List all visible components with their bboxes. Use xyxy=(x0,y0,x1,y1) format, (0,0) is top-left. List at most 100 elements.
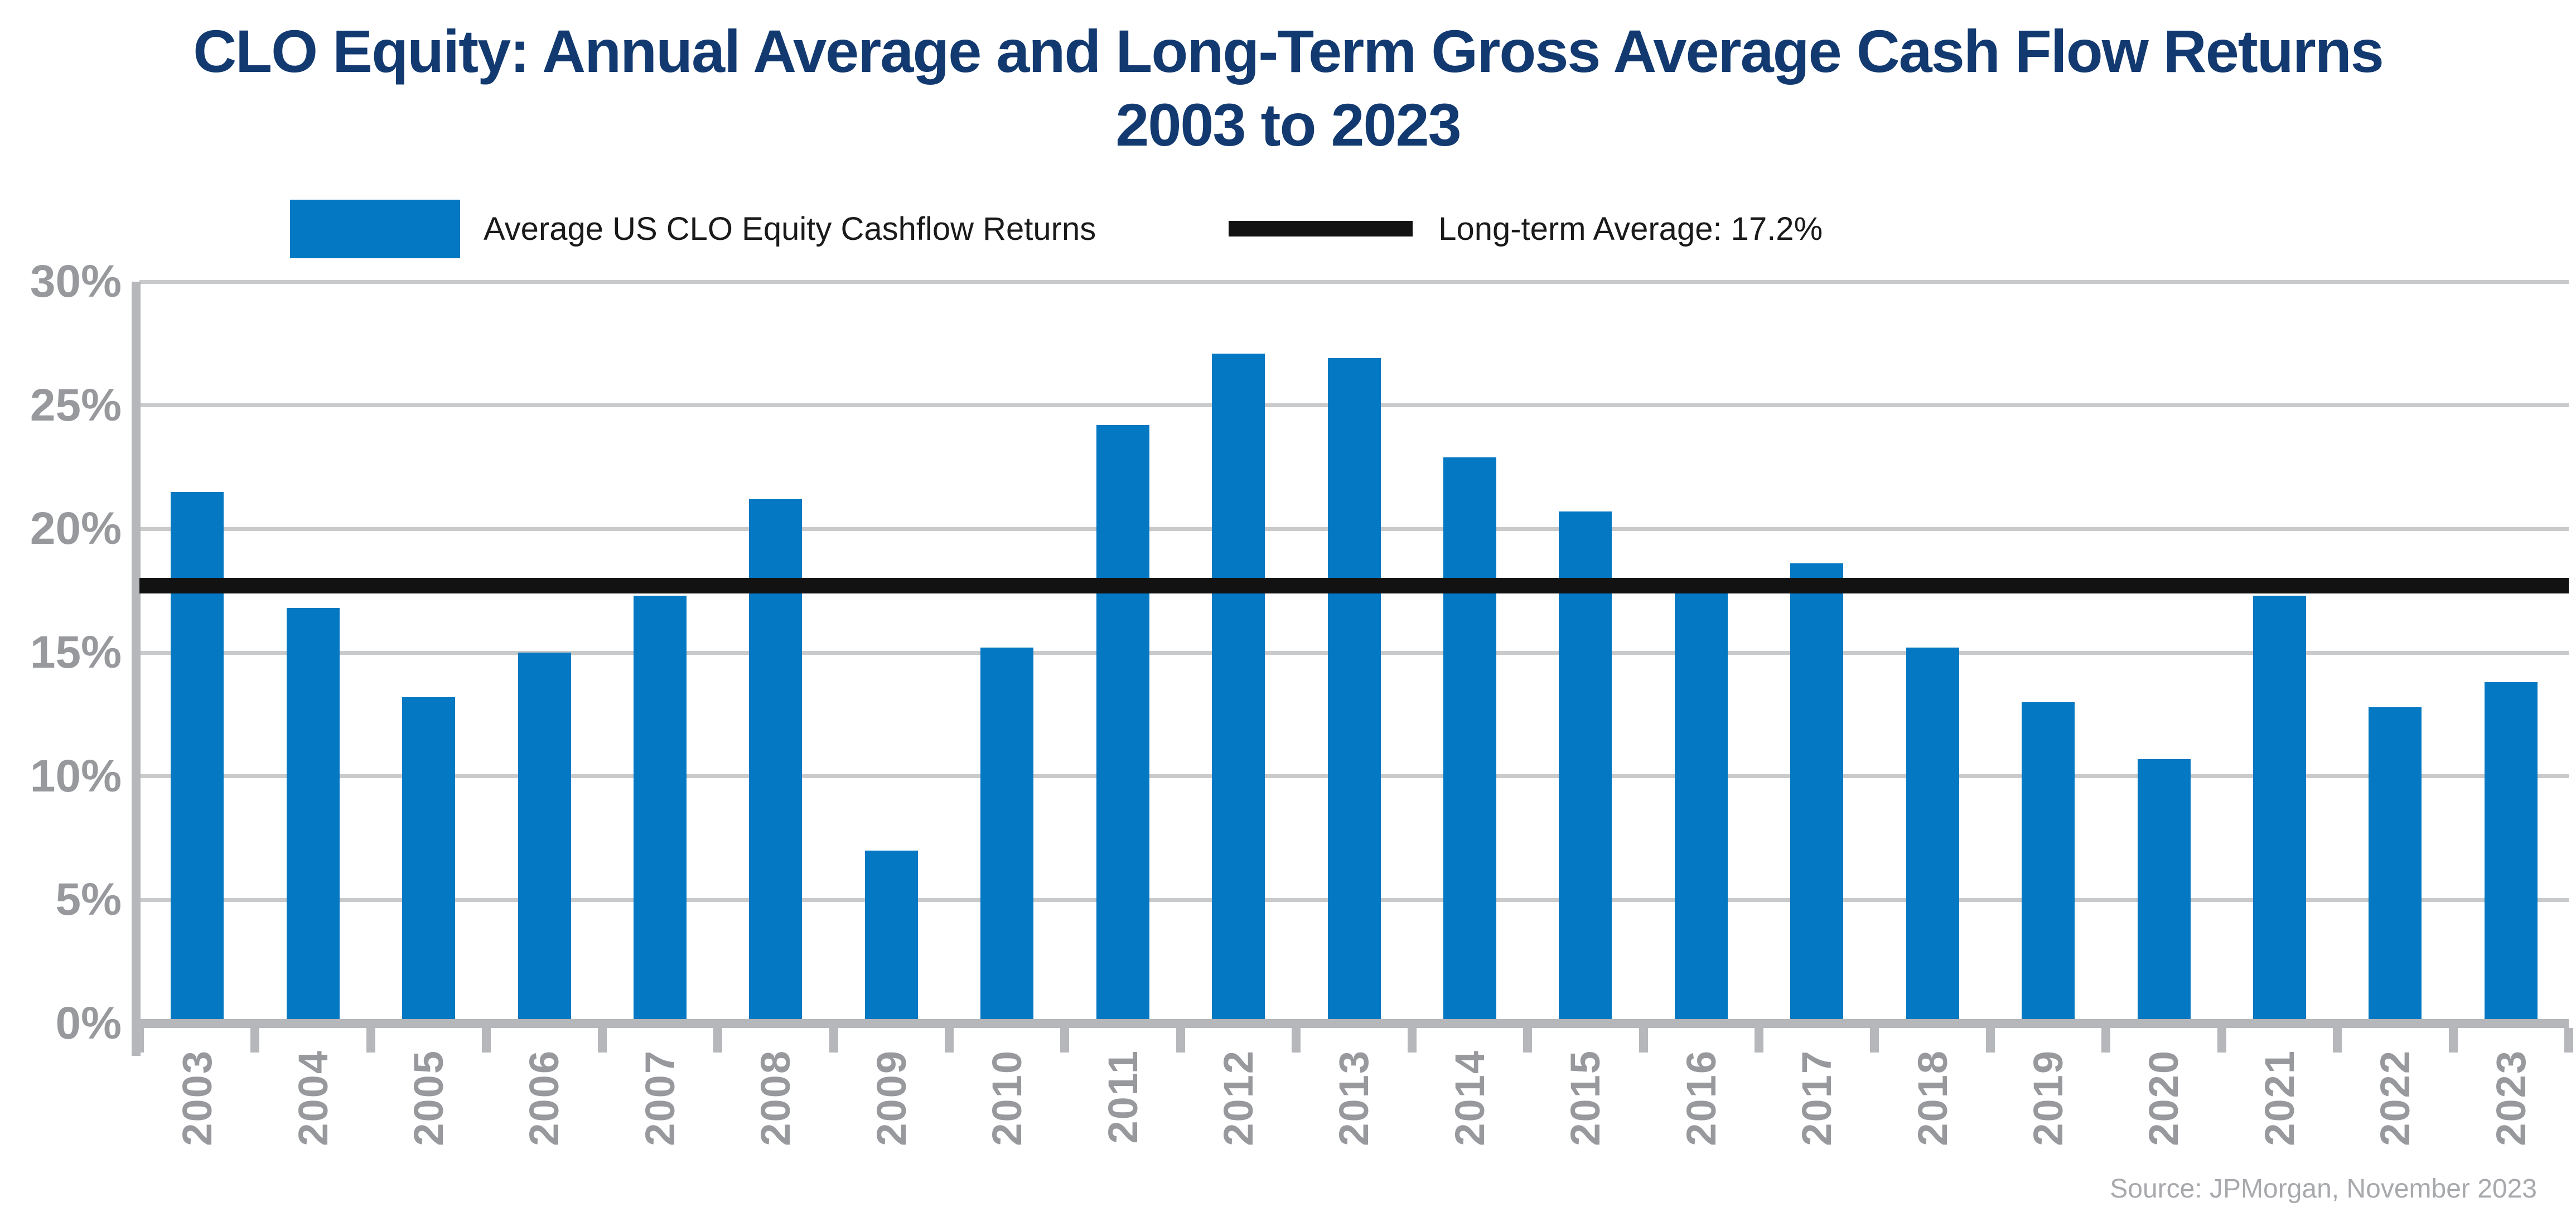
x-axis-label-2006: 2006 xyxy=(521,1050,568,1146)
x-axis-tick xyxy=(1639,1028,1648,1053)
x-axis-tick xyxy=(1292,1028,1301,1053)
bar-2023 xyxy=(2484,682,2538,1024)
x-axis-label-2004: 2004 xyxy=(289,1050,336,1146)
x-axis-label-cell-2019: 2019 xyxy=(1990,1050,2106,1223)
x-axis-label-cell-2013: 2013 xyxy=(1296,1050,1412,1223)
bar-2014 xyxy=(1443,457,1496,1024)
bar-2012 xyxy=(1212,353,1265,1024)
x-axis-label-cell-2008: 2008 xyxy=(718,1050,833,1223)
bar-2003 xyxy=(171,491,224,1024)
x-axis-label-cell-2017: 2017 xyxy=(1759,1050,1874,1223)
gridline-30pct xyxy=(139,279,2569,284)
bar-2007 xyxy=(633,596,687,1024)
x-axis-tick xyxy=(135,1028,144,1053)
x-axis-tick xyxy=(945,1028,954,1053)
x-axis-label-cell-2016: 2016 xyxy=(1644,1050,1759,1223)
chart-title-line2: 2003 to 2023 xyxy=(1115,91,1461,158)
bar-2005 xyxy=(402,697,456,1024)
x-axis-label-cell-2018: 2018 xyxy=(1874,1050,1990,1223)
x-axis-label-2012: 2012 xyxy=(1215,1050,1262,1146)
average-line xyxy=(139,578,2569,594)
x-axis-label-2008: 2008 xyxy=(752,1050,799,1146)
x-axis-tick xyxy=(2448,1028,2458,1053)
x-axis-label-2005: 2005 xyxy=(405,1050,452,1146)
x-axis-tick xyxy=(2333,1028,2342,1053)
x-axis-tick xyxy=(597,1028,607,1053)
source-note: Source: JPMorgan, November 2023 xyxy=(2110,1174,2537,1204)
x-axis-label-2018: 2018 xyxy=(1909,1050,1956,1146)
x-axis-label-2016: 2016 xyxy=(1678,1050,1724,1146)
x-axis-tick xyxy=(2217,1028,2226,1053)
x-axis-label-cell-2012: 2012 xyxy=(1181,1050,1296,1223)
bar-2021 xyxy=(2253,596,2306,1024)
x-axis-label-cell-2004: 2004 xyxy=(255,1050,370,1223)
x-axis-label-cell-2011: 2011 xyxy=(1065,1050,1180,1223)
x-axis-tick xyxy=(1870,1028,1879,1053)
chart-title: CLO Equity: Annual Average and Long-Term… xyxy=(0,15,2576,162)
x-axis-label-2007: 2007 xyxy=(636,1050,683,1146)
bar-2015 xyxy=(1559,511,1612,1024)
x-axis-tick xyxy=(1755,1028,1763,1053)
x-axis-label-2014: 2014 xyxy=(1446,1050,1493,1146)
x-axis-label-2022: 2022 xyxy=(2372,1050,2419,1146)
x-axis-tick xyxy=(482,1028,491,1053)
bar-2020 xyxy=(2137,759,2191,1024)
y-axis-label-0pct: 0% xyxy=(55,998,122,1049)
x-axis-label-cell-2005: 2005 xyxy=(371,1050,486,1223)
bar-2019 xyxy=(2022,702,2075,1024)
bar-2022 xyxy=(2369,707,2422,1024)
y-axis-label-5pct: 5% xyxy=(55,874,122,925)
x-axis-label-cell-2014: 2014 xyxy=(1412,1050,1528,1223)
y-axis-line xyxy=(132,282,141,1056)
bar-2009 xyxy=(864,850,918,1024)
x-axis-label-2013: 2013 xyxy=(1331,1050,1378,1146)
x-axis-label-cell-2009: 2009 xyxy=(834,1050,949,1223)
x-axis-label-2017: 2017 xyxy=(1794,1050,1840,1146)
x-axis-tick xyxy=(713,1028,723,1053)
x-axis-line xyxy=(132,1019,2569,1028)
x-axis-tick xyxy=(250,1028,260,1053)
y-axis-label-20pct: 20% xyxy=(30,503,122,554)
x-axis-tick xyxy=(1176,1028,1185,1053)
x-axis-tick xyxy=(829,1028,838,1053)
y-axis-label-30pct: 30% xyxy=(30,256,122,307)
x-axis-label-2023: 2023 xyxy=(2487,1050,2534,1146)
x-axis-tick xyxy=(366,1028,375,1053)
bar-2016 xyxy=(1674,581,1728,1024)
x-axis-tick xyxy=(1985,1028,1995,1053)
x-axis-label-2019: 2019 xyxy=(2025,1050,2072,1146)
x-axis-label-2010: 2010 xyxy=(984,1050,1031,1146)
bar-2006 xyxy=(518,653,571,1024)
bar-2011 xyxy=(1096,425,1149,1024)
x-axis-label-cell-2010: 2010 xyxy=(949,1050,1065,1223)
x-axis-label-2011: 2011 xyxy=(1099,1050,1146,1144)
x-axis-tick xyxy=(1407,1028,1417,1053)
bar-2017 xyxy=(1790,563,1844,1024)
x-axis-label-2020: 2020 xyxy=(2140,1050,2187,1146)
bar-2004 xyxy=(286,608,340,1024)
bar-2018 xyxy=(1906,648,1959,1024)
x-axis-label-2009: 2009 xyxy=(868,1050,915,1146)
legend-series-label: Average US CLO Equity Cashflow Returns xyxy=(484,210,1096,247)
legend: Average US CLO Equity Cashflow Returns L… xyxy=(290,196,1823,261)
legend-bar-swatch xyxy=(290,199,460,258)
x-axis-label-cell-2006: 2006 xyxy=(486,1050,602,1223)
x-axis-label-cell-2007: 2007 xyxy=(602,1050,718,1223)
y-axis-label-25pct: 25% xyxy=(30,379,122,431)
x-axis-label-cell-2003: 2003 xyxy=(139,1050,255,1223)
bar-2013 xyxy=(1327,358,1381,1024)
x-axis-label-2003: 2003 xyxy=(174,1050,221,1146)
x-axis-tick xyxy=(2101,1028,2111,1053)
x-axis-label-2021: 2021 xyxy=(2256,1050,2303,1146)
x-axis-tick xyxy=(1060,1028,1070,1053)
x-axis-tick xyxy=(2564,1028,2573,1053)
legend-average-line-swatch xyxy=(1229,221,1413,236)
x-axis-label-cell-2015: 2015 xyxy=(1528,1050,1643,1223)
x-axis-tick xyxy=(1523,1028,1533,1053)
legend-average-label: Long-term Average: 17.2% xyxy=(1438,210,1823,247)
y-axis-label-15pct: 15% xyxy=(30,627,122,678)
x-axis-label-2015: 2015 xyxy=(1562,1050,1609,1146)
y-axis-label-10pct: 10% xyxy=(30,750,122,802)
